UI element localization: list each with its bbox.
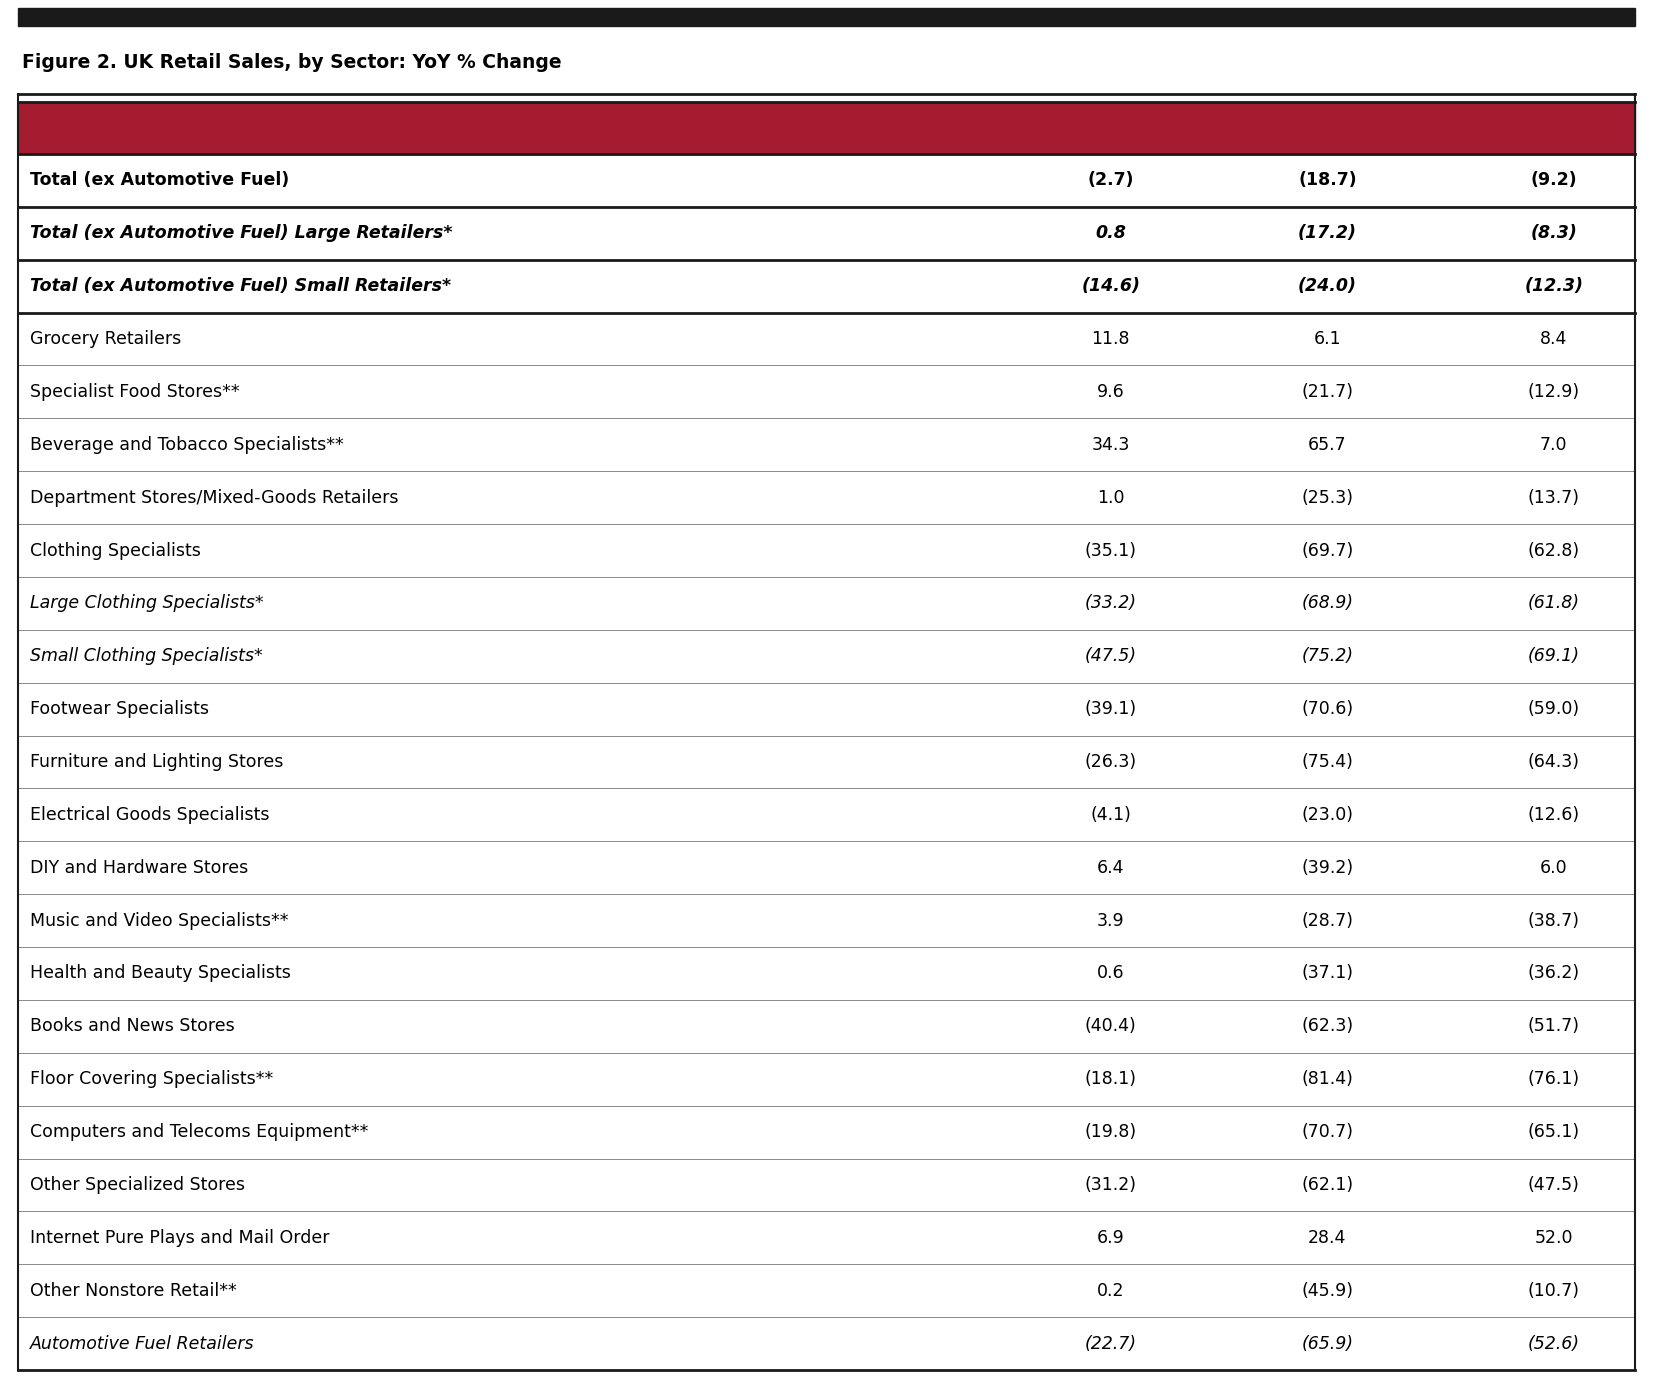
Text: (17.2): (17.2) — [1298, 224, 1357, 242]
Text: (10.7): (10.7) — [1527, 1282, 1580, 1300]
Text: 0.2: 0.2 — [1098, 1282, 1124, 1300]
Text: Internet Pure Plays and Mail Order: Internet Pure Plays and Mail Order — [30, 1229, 329, 1247]
Text: Large Clothing Specialists*: Large Clothing Specialists* — [30, 594, 263, 612]
Text: (28.7): (28.7) — [1301, 912, 1354, 930]
Text: Total (ex Automotive Fuel): Total (ex Automotive Fuel) — [30, 172, 289, 190]
Text: 6.4: 6.4 — [1098, 858, 1124, 876]
Text: (38.7): (38.7) — [1527, 912, 1580, 930]
Text: (70.6): (70.6) — [1301, 700, 1354, 718]
Text: Music and Video Specialists**: Music and Video Specialists** — [30, 912, 288, 930]
Text: 3.9: 3.9 — [1098, 912, 1124, 930]
Text: (68.9): (68.9) — [1301, 594, 1354, 612]
Text: Apr: Apr — [1309, 119, 1346, 137]
Text: (33.2): (33.2) — [1084, 594, 1137, 612]
Text: (40.4): (40.4) — [1084, 1017, 1137, 1035]
Text: (35.1): (35.1) — [1084, 541, 1137, 559]
Text: (45.9): (45.9) — [1301, 1282, 1354, 1300]
Text: Beverage and Tobacco Specialists**: Beverage and Tobacco Specialists** — [30, 436, 344, 454]
Text: (76.1): (76.1) — [1527, 1070, 1580, 1088]
Text: (22.7): (22.7) — [1084, 1334, 1137, 1352]
Text: 52.0: 52.0 — [1534, 1229, 1574, 1247]
Text: (8.3): (8.3) — [1531, 224, 1577, 242]
Text: Computers and Telecoms Equipment**: Computers and Telecoms Equipment** — [30, 1122, 369, 1140]
Text: (4.1): (4.1) — [1091, 805, 1131, 823]
Text: 8.4: 8.4 — [1541, 329, 1567, 347]
Text: Footwear Specialists: Footwear Specialists — [30, 700, 208, 718]
Text: 6.1: 6.1 — [1314, 329, 1341, 347]
Text: (69.7): (69.7) — [1301, 541, 1354, 559]
Text: (14.6): (14.6) — [1081, 277, 1141, 295]
Text: Mar: Mar — [1091, 119, 1131, 137]
Text: (12.6): (12.6) — [1527, 805, 1580, 823]
Text: (18.7): (18.7) — [1298, 172, 1357, 190]
Text: (9.2): (9.2) — [1531, 172, 1577, 190]
Text: (81.4): (81.4) — [1301, 1070, 1354, 1088]
Text: (62.3): (62.3) — [1301, 1017, 1354, 1035]
Text: (12.9): (12.9) — [1527, 383, 1580, 401]
Text: (62.8): (62.8) — [1527, 541, 1580, 559]
Text: 6.9: 6.9 — [1098, 1229, 1124, 1247]
Text: Grocery Retailers: Grocery Retailers — [30, 329, 182, 347]
Text: (65.9): (65.9) — [1301, 1334, 1354, 1352]
Bar — [18, 102, 1635, 154]
Text: (26.3): (26.3) — [1084, 753, 1137, 771]
Text: (62.1): (62.1) — [1301, 1176, 1354, 1194]
Text: (18.1): (18.1) — [1084, 1070, 1137, 1088]
Text: Furniture and Lighting Stores: Furniture and Lighting Stores — [30, 753, 283, 771]
Text: Electrical Goods Specialists: Electrical Goods Specialists — [30, 805, 269, 823]
Text: DIY and Hardware Stores: DIY and Hardware Stores — [30, 858, 248, 876]
Text: Specialist Food Stores**: Specialist Food Stores** — [30, 383, 240, 401]
Text: Figure 2. UK Retail Sales, by Sector: YoY % Change: Figure 2. UK Retail Sales, by Sector: Yo… — [21, 53, 562, 72]
Text: (51.7): (51.7) — [1527, 1017, 1580, 1035]
Text: 1.0: 1.0 — [1098, 489, 1124, 507]
Text: 7.0: 7.0 — [1541, 436, 1567, 454]
Text: (52.6): (52.6) — [1527, 1334, 1580, 1352]
Text: 9.6: 9.6 — [1098, 383, 1124, 401]
Text: Clothing Specialists: Clothing Specialists — [30, 541, 200, 559]
Text: 0.6: 0.6 — [1098, 965, 1124, 983]
Text: 65.7: 65.7 — [1308, 436, 1347, 454]
Text: Books and News Stores: Books and News Stores — [30, 1017, 235, 1035]
Text: May: May — [1532, 119, 1575, 137]
Text: (21.7): (21.7) — [1301, 383, 1354, 401]
Text: (12.3): (12.3) — [1524, 277, 1584, 295]
Text: (39.1): (39.1) — [1084, 700, 1137, 718]
Text: (59.0): (59.0) — [1527, 700, 1580, 718]
Bar — [18, 8, 1635, 26]
Text: Other Specialized Stores: Other Specialized Stores — [30, 1176, 245, 1194]
Text: (39.2): (39.2) — [1301, 858, 1354, 876]
Text: (24.0): (24.0) — [1298, 277, 1357, 295]
Text: (25.3): (25.3) — [1301, 489, 1354, 507]
Text: (75.2): (75.2) — [1301, 648, 1354, 666]
Text: (47.5): (47.5) — [1084, 648, 1137, 666]
Text: (31.2): (31.2) — [1084, 1176, 1137, 1194]
Text: (65.1): (65.1) — [1527, 1122, 1580, 1140]
Text: (23.0): (23.0) — [1301, 805, 1354, 823]
Text: Total (ex Automotive Fuel) Small Retailers*: Total (ex Automotive Fuel) Small Retaile… — [30, 277, 451, 295]
Text: 28.4: 28.4 — [1308, 1229, 1347, 1247]
Text: (19.8): (19.8) — [1084, 1122, 1137, 1140]
Text: Total (ex Automotive Fuel) Large Retailers*: Total (ex Automotive Fuel) Large Retaile… — [30, 224, 453, 242]
Text: (2.7): (2.7) — [1088, 172, 1134, 190]
Text: (64.3): (64.3) — [1527, 753, 1580, 771]
Text: 0.8: 0.8 — [1096, 224, 1126, 242]
Text: (70.7): (70.7) — [1301, 1122, 1354, 1140]
Text: 11.8: 11.8 — [1091, 329, 1131, 347]
Text: Other Nonstore Retail**: Other Nonstore Retail** — [30, 1282, 236, 1300]
Text: (75.4): (75.4) — [1301, 753, 1354, 771]
Text: (37.1): (37.1) — [1301, 965, 1354, 983]
Text: Floor Covering Specialists**: Floor Covering Specialists** — [30, 1070, 273, 1088]
Text: (61.8): (61.8) — [1527, 594, 1580, 612]
Text: Automotive Fuel Retailers: Automotive Fuel Retailers — [30, 1334, 255, 1352]
Text: 6.0: 6.0 — [1541, 858, 1567, 876]
Text: (69.1): (69.1) — [1527, 648, 1580, 666]
Text: Health and Beauty Specialists: Health and Beauty Specialists — [30, 965, 291, 983]
Text: Department Stores/Mixed-Goods Retailers: Department Stores/Mixed-Goods Retailers — [30, 489, 398, 507]
Text: (47.5): (47.5) — [1527, 1176, 1580, 1194]
Text: (36.2): (36.2) — [1527, 965, 1580, 983]
Text: (13.7): (13.7) — [1527, 489, 1580, 507]
Text: Small Clothing Specialists*: Small Clothing Specialists* — [30, 648, 263, 666]
Text: 34.3: 34.3 — [1091, 436, 1131, 454]
